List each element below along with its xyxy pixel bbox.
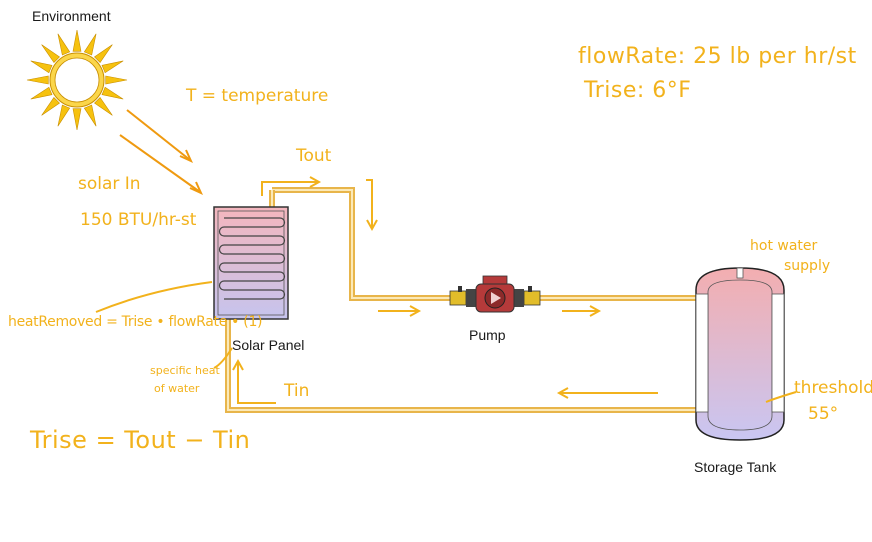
storage-tank-label: Storage Tank bbox=[694, 459, 777, 475]
pipe-loop bbox=[225, 187, 700, 413]
sun-ray bbox=[101, 60, 124, 74]
t-rise-formula-note: Trise = Tout − Tin bbox=[30, 426, 251, 454]
play-icon bbox=[491, 292, 501, 304]
sun-ray bbox=[83, 33, 97, 56]
pump-label: Pump bbox=[469, 327, 506, 343]
solar-in-note: solar In bbox=[78, 174, 141, 194]
sun-ray bbox=[101, 86, 124, 100]
sun-ray bbox=[57, 104, 71, 127]
heat-removed-note: heatRemoved = Trise • flowRate • (1) bbox=[8, 314, 263, 330]
flow-arrows bbox=[95, 176, 797, 404]
sun-ray bbox=[94, 44, 113, 63]
threshold-note: threshold bbox=[794, 378, 872, 398]
hot-water-supply-note: supply bbox=[784, 258, 831, 274]
hot-water-note: hot water bbox=[750, 238, 818, 254]
environment-label: Environment bbox=[32, 8, 111, 24]
sun-ray bbox=[30, 60, 53, 74]
sun-ray bbox=[41, 44, 60, 63]
solar-in-value-note: 150 BTU/hr-st bbox=[80, 210, 197, 230]
t-in-note: Tin bbox=[284, 381, 310, 401]
temperature-definition-note: T = temperature bbox=[186, 86, 329, 106]
sun-ray bbox=[72, 29, 82, 52]
flow-rate-note: flowRate: 25 lb per hr/st bbox=[578, 44, 857, 69]
solar-panel bbox=[213, 206, 289, 320]
sun-ray bbox=[94, 97, 113, 116]
specific-heat-note: specific heat bbox=[150, 364, 220, 377]
sun-ray bbox=[72, 108, 82, 131]
sun-icon bbox=[26, 29, 128, 131]
solar-panel-label: Solar Panel bbox=[232, 337, 305, 353]
sun-ray bbox=[26, 75, 49, 85]
pump bbox=[449, 275, 541, 313]
t-out-note: Tout bbox=[296, 146, 332, 166]
sun-ray bbox=[105, 75, 128, 85]
of-water-note: of water bbox=[154, 382, 200, 395]
sun-ray bbox=[57, 33, 71, 56]
sunlight-arrows bbox=[119, 109, 204, 196]
sun-ray bbox=[41, 97, 60, 116]
threshold-value-note: 55° bbox=[808, 404, 839, 424]
t-rise-value-note: Trise: 6°F bbox=[584, 78, 692, 103]
sun-ray bbox=[30, 86, 53, 100]
sun-ray bbox=[83, 104, 97, 127]
storage-tank bbox=[695, 267, 785, 441]
